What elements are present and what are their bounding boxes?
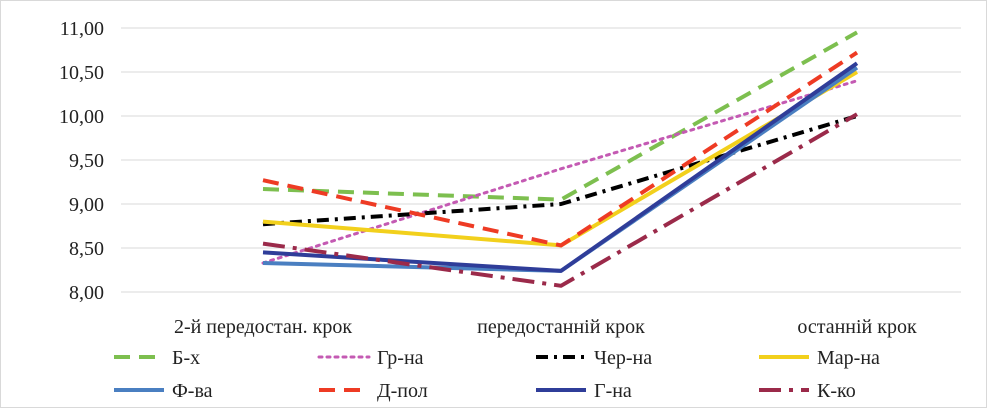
y-tick-label: 11,00 [60, 18, 104, 40]
legend-label: Мар-на [817, 347, 880, 369]
legend-label: Г-на [594, 380, 632, 402]
legend-label: Б-х [172, 347, 200, 369]
x-tick-label: 2-й передостан. крок [174, 316, 352, 338]
legend-label: Д-пол [377, 380, 428, 402]
y-tick-label: 9,50 [69, 150, 104, 172]
series-line-3 [262, 114, 858, 227]
legend-label: Чер-на [594, 347, 652, 369]
x-tick-label: останній крок [797, 316, 917, 338]
y-tick-label: 8,00 [69, 282, 104, 304]
series-line-8 [262, 112, 859, 288]
legend-label: К-ко [817, 380, 856, 402]
y-tick-label: 9,00 [69, 194, 104, 216]
y-tick-label: 10,00 [59, 106, 104, 128]
series-line-2 [261, 79, 859, 265]
y-tick-label: 8,50 [69, 238, 104, 260]
y-tick-label: 10,50 [59, 62, 104, 84]
legend-label: Гр-на [377, 347, 424, 369]
series-line-6 [262, 50, 859, 248]
legend-label: Ф-ва [172, 380, 213, 402]
series-line-7 [262, 61, 859, 273]
x-tick-label: передостанній крок [477, 316, 645, 338]
